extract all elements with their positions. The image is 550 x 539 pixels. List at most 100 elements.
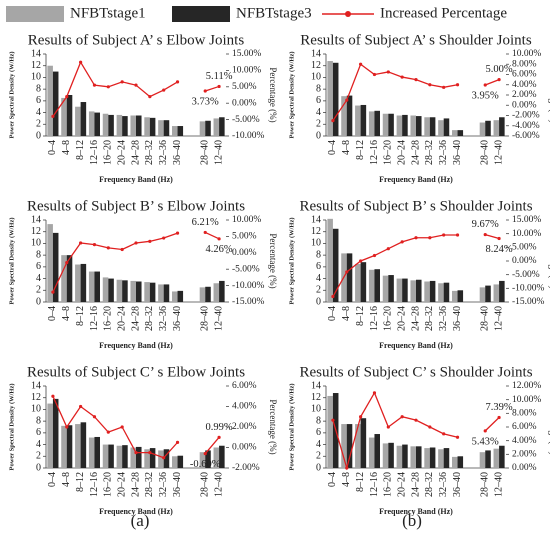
y2-tick-label: 0.00%	[232, 248, 257, 258]
bar	[360, 418, 367, 468]
x-tick-label: 4–8	[61, 472, 72, 487]
legend-swatch	[172, 6, 230, 22]
y-tick-label: 6	[36, 261, 41, 272]
x-tick-label: 4–8	[61, 306, 72, 321]
x-tick-label: 4–8	[341, 472, 352, 487]
x-tick-label: 32–36	[158, 472, 169, 497]
x-tick-label: 20–24	[116, 306, 127, 331]
percentage-line	[52, 395, 220, 459]
y-tick-label: 6	[316, 427, 321, 438]
line-marker	[217, 435, 221, 439]
bar	[88, 111, 95, 136]
bar	[396, 445, 403, 468]
y-tick-label: 8	[316, 83, 321, 94]
x-axis-title: Frequency Band (Hz)	[379, 175, 453, 184]
y-tick-label: 12	[31, 226, 41, 237]
chart-title: Results of Subject C’ s Elbow Joints	[27, 364, 245, 380]
y-tick-label: 0	[316, 130, 321, 141]
bar	[88, 271, 95, 302]
value-label: 8.24%	[486, 244, 513, 255]
y2-tick-label: -5.00%	[512, 270, 540, 280]
bar	[213, 283, 220, 302]
x-tick-label: 12–40	[213, 472, 224, 497]
bar	[102, 113, 109, 136]
y2-tick-label: 6.00%	[232, 381, 257, 391]
line-marker	[331, 294, 335, 299]
bar	[172, 291, 178, 302]
bar	[493, 284, 500, 302]
y-tick-label: 12	[31, 60, 41, 71]
bar	[66, 95, 73, 136]
legend-label: NFBTstage3	[236, 5, 312, 21]
line-marker	[79, 241, 83, 245]
percentage-line	[332, 63, 500, 121]
x-tick-label: 12–40	[493, 306, 504, 331]
bar	[205, 450, 211, 468]
line-marker	[414, 418, 418, 422]
x-tick-label: 24–28	[410, 306, 421, 331]
line-marker	[175, 231, 180, 235]
y2-tick-label: 0.00%	[512, 463, 537, 473]
y2-tick-label: 2.00%	[512, 90, 537, 100]
bar	[355, 105, 361, 136]
x-tick-label: 8–12	[75, 472, 86, 492]
line-marker	[372, 253, 377, 258]
line-marker	[359, 415, 363, 419]
value-label: 5.00%	[486, 64, 513, 75]
x-tick-label: 28–40	[480, 306, 491, 331]
bar	[388, 275, 394, 302]
y-axis-title: Power Spectral Density (W/Hz)	[8, 51, 15, 138]
line-marker	[92, 243, 97, 247]
chart-title: Results of Subject C’ s Shoulder Joints	[299, 364, 532, 380]
x-tick-label: 12–16	[369, 140, 380, 165]
bar	[396, 115, 403, 136]
x-tick-label: 12–16	[89, 472, 100, 497]
line-marker	[414, 78, 418, 82]
y-tick-label: 12	[311, 60, 321, 71]
x-tick-label: 16–20	[103, 140, 114, 165]
percentage-line	[52, 231, 220, 293]
line-marker	[455, 435, 460, 439]
bar	[438, 283, 444, 302]
line-marker	[65, 95, 69, 99]
y-tick-label: 4	[316, 107, 321, 118]
x-axis-title: Frequency Band (Hz)	[99, 175, 173, 184]
bar	[136, 115, 142, 136]
y-tick-label: 10	[311, 72, 321, 83]
x-tick-label: 28–40	[480, 472, 491, 497]
y-tick-label: 14	[31, 380, 41, 391]
line-marker	[345, 270, 349, 274]
bar	[346, 424, 353, 468]
y2-axis-title: Percentage (%)	[548, 399, 550, 454]
bar	[402, 444, 408, 468]
bar	[341, 96, 347, 136]
bar	[88, 437, 95, 468]
line-marker	[386, 425, 390, 429]
bar	[163, 120, 170, 136]
bar	[374, 269, 380, 302]
bar	[438, 449, 444, 468]
y-tick-label: 14	[311, 48, 321, 59]
bar	[177, 455, 184, 468]
bar	[368, 111, 375, 136]
x-tick-label: 12–40	[493, 472, 504, 497]
x-tick-label: 28–40	[200, 472, 211, 497]
bar	[66, 255, 73, 302]
y2-tick-label: 10.00%	[232, 215, 261, 225]
x-tick-label: 28–32	[424, 472, 435, 497]
bar	[424, 117, 430, 136]
line-marker	[428, 236, 432, 240]
bar	[75, 106, 81, 136]
bar	[368, 437, 375, 468]
y-tick-label: 12	[311, 226, 321, 237]
x-tick-label: 28–32	[424, 140, 435, 165]
y-tick-label: 0	[316, 296, 321, 307]
bar	[172, 126, 178, 136]
line-marker	[359, 259, 363, 263]
x-tick-label: 0–4	[327, 306, 338, 321]
line-marker	[497, 236, 501, 241]
x-tick-label: 36–40	[452, 140, 463, 165]
x-tick-label: 28–40	[200, 140, 211, 165]
bar	[355, 263, 361, 302]
bar	[424, 281, 430, 302]
